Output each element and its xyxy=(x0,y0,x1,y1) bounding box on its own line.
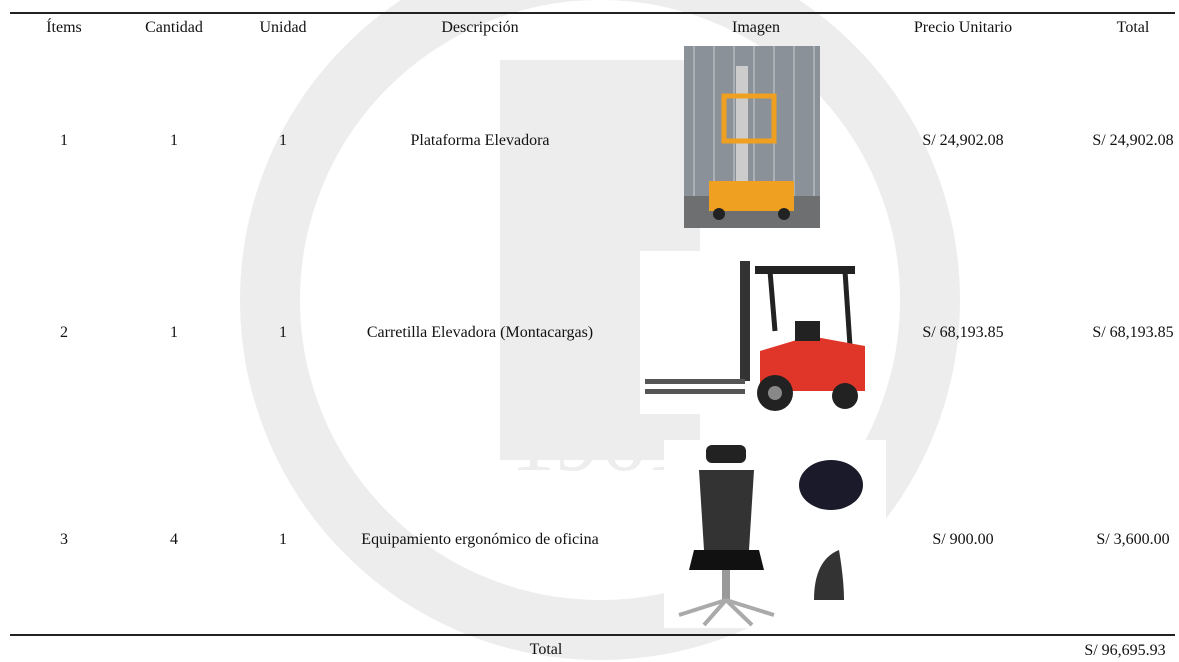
table-cell: 1 xyxy=(60,132,68,149)
table-cell: 1 xyxy=(170,132,178,149)
image-platform xyxy=(684,46,820,228)
header-cell: Unidad xyxy=(259,19,307,36)
table-cell: S/ 3,600.00 xyxy=(1096,531,1170,548)
table-cell: Carretilla Elevadora (Montacargas) xyxy=(366,324,594,341)
header-cell: Imagen xyxy=(732,19,780,36)
header-cell: Total xyxy=(1116,19,1150,36)
table-cell: S/ 900.00 xyxy=(932,531,994,548)
table-cell: S/ 68,193.85 xyxy=(1092,324,1174,341)
table-cell: 1 xyxy=(279,324,287,341)
table-cell: 3 xyxy=(60,531,68,548)
image-office xyxy=(664,440,886,628)
table-cell: 1 xyxy=(279,132,287,149)
table-cell: Plataforma Elevadora xyxy=(410,132,550,149)
header-cell: Ítems xyxy=(46,19,82,36)
watermark: 1961 xyxy=(240,0,960,660)
table-cell: 4 xyxy=(170,531,178,548)
table-cell: Equipamiento ergonómico de oficina xyxy=(361,531,599,548)
top-rule xyxy=(10,12,1175,14)
header-cell: Cantidad xyxy=(145,19,203,36)
table-cell: S/ 24,902.08 xyxy=(922,132,1004,149)
footer-label: Total xyxy=(529,641,563,658)
header-cell: Precio Unitario xyxy=(913,19,1013,36)
table-cell: 1 xyxy=(170,324,178,341)
header-cell: Descripción xyxy=(441,19,519,36)
table-cell: S/ 24,902.08 xyxy=(1092,132,1174,149)
footer-rule xyxy=(10,634,1175,636)
table-cell: 1 xyxy=(279,531,287,548)
image-forklift xyxy=(640,251,876,414)
footer-value: S/ 96,695.93 xyxy=(1084,642,1166,659)
table-cell: 2 xyxy=(60,324,68,341)
table-cell: S/ 68,193.85 xyxy=(922,324,1004,341)
